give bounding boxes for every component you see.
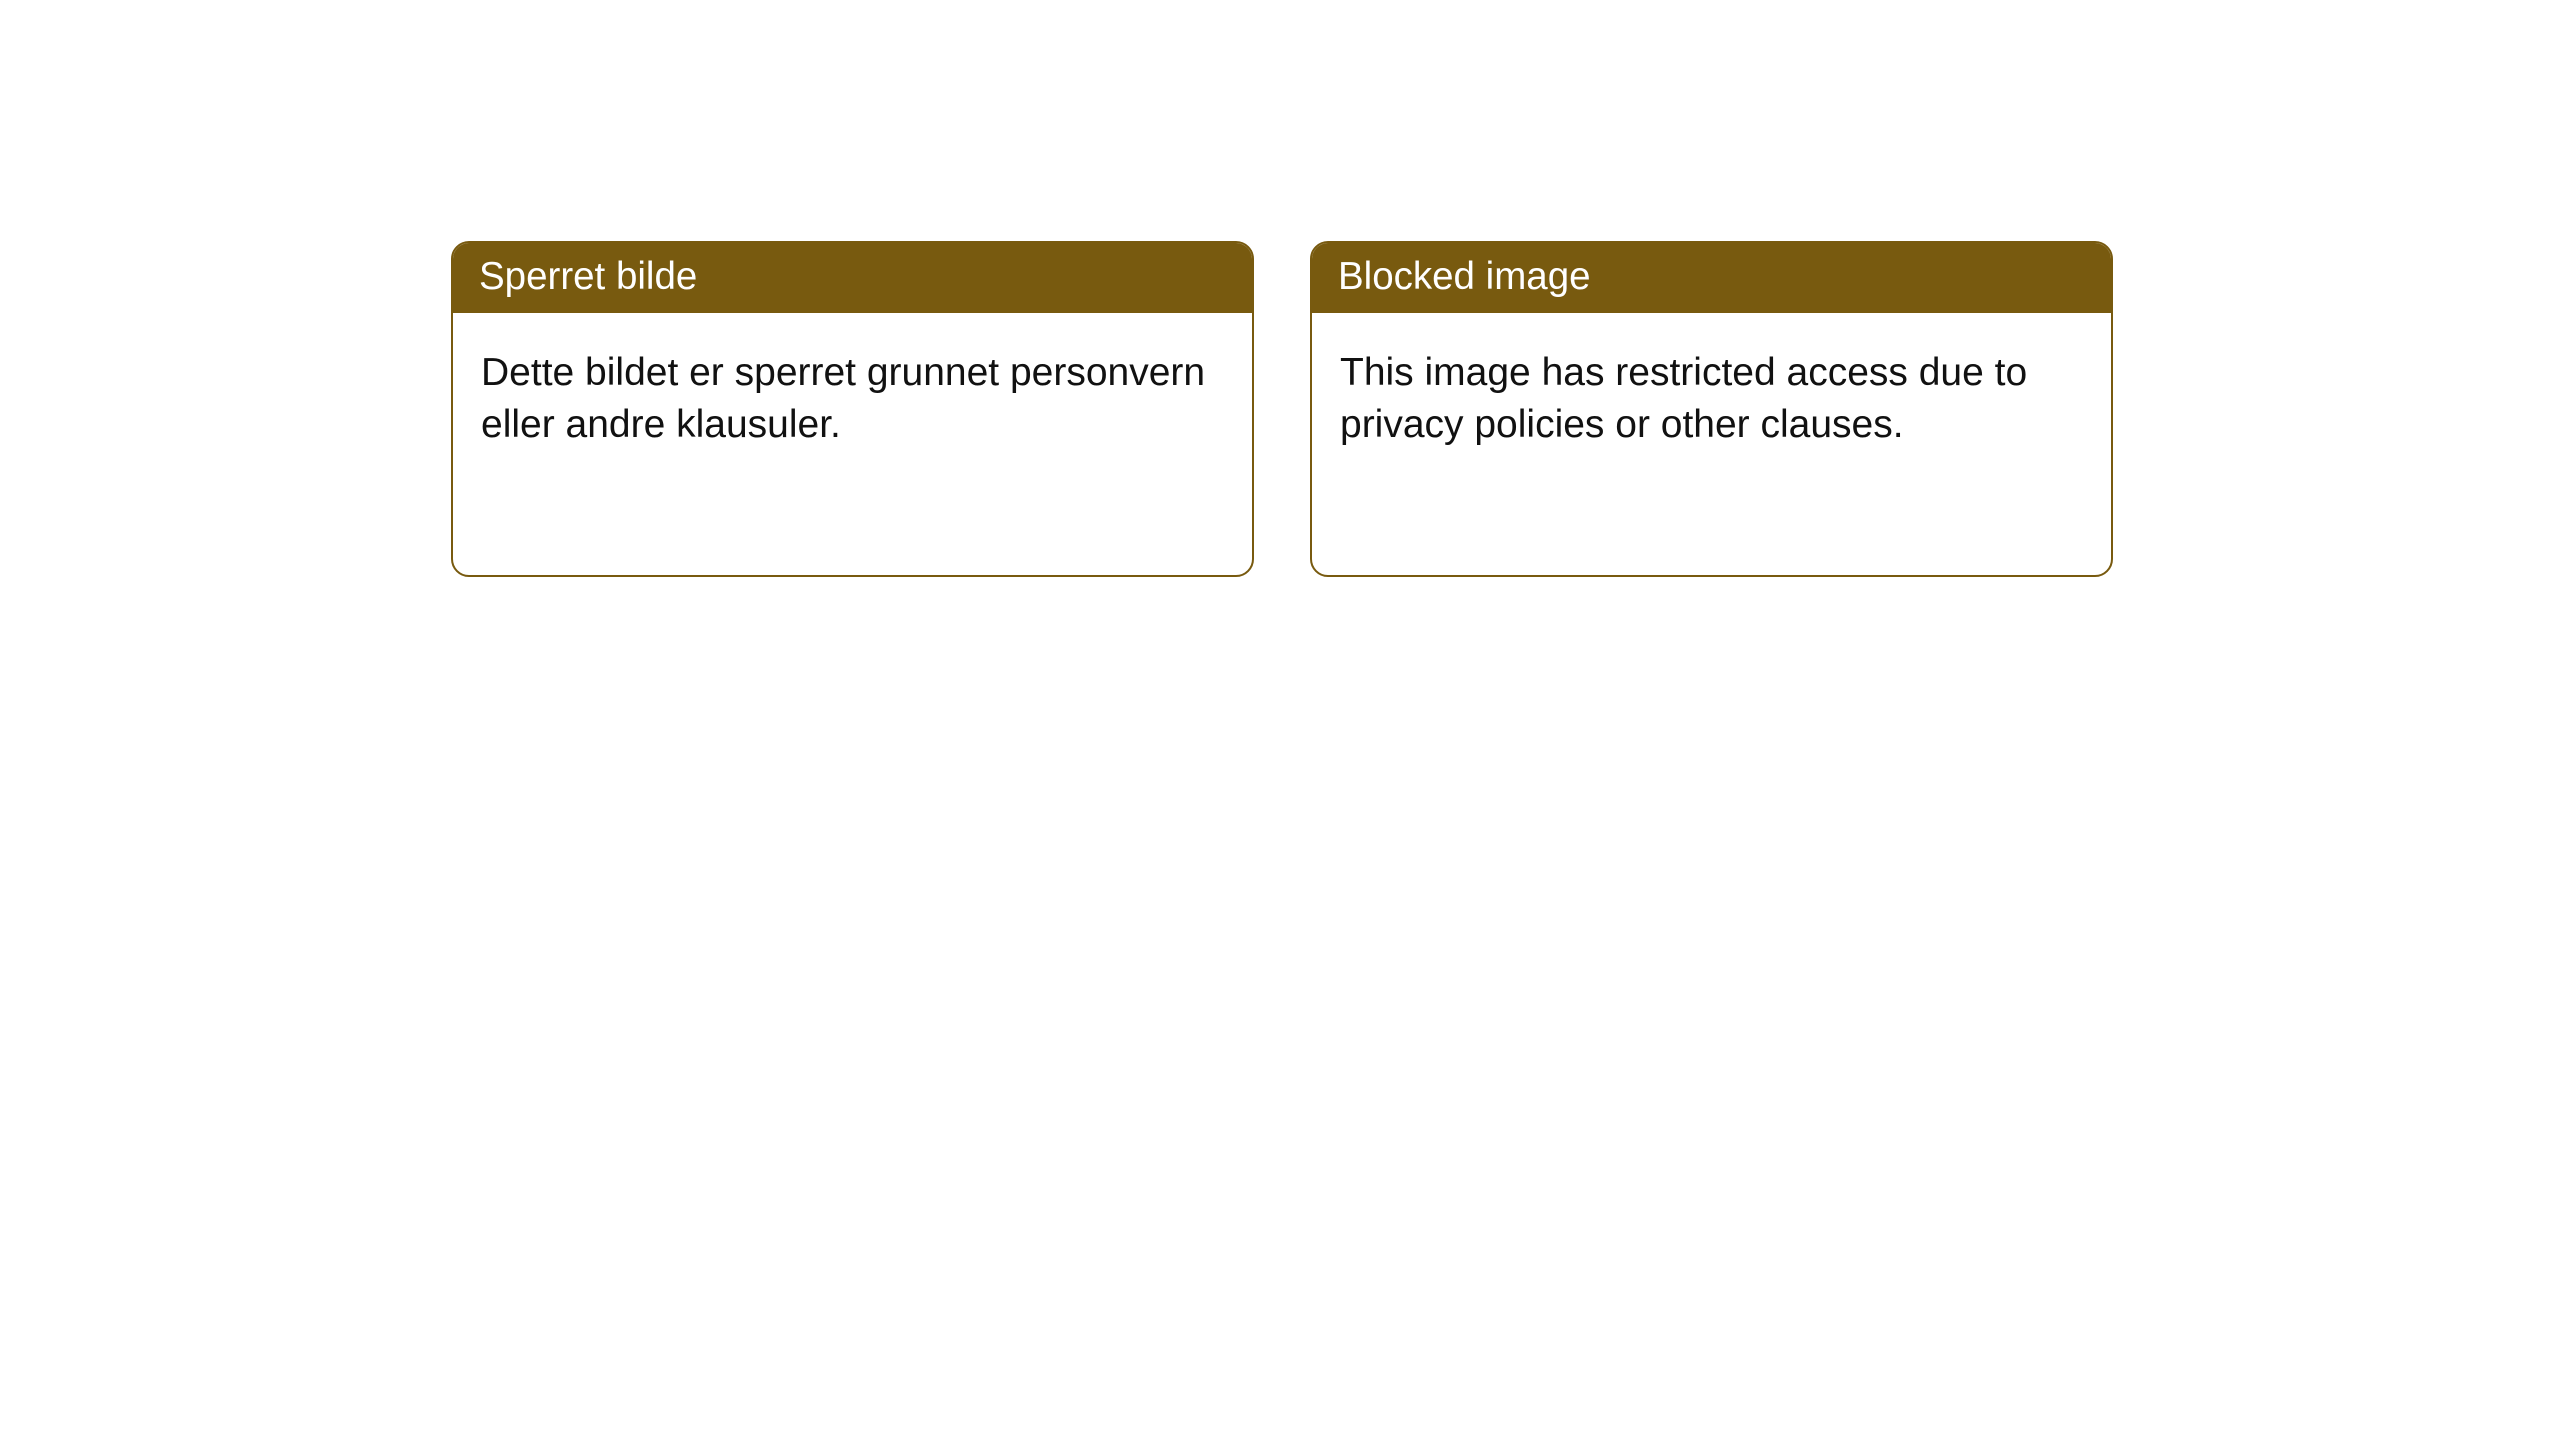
notice-title-norwegian: Sperret bilde bbox=[453, 243, 1252, 313]
notice-title-english: Blocked image bbox=[1312, 243, 2111, 313]
notice-container: Sperret bilde Dette bildet er sperret gr… bbox=[0, 0, 2560, 577]
notice-body-norwegian: Dette bildet er sperret grunnet personve… bbox=[453, 313, 1252, 480]
notice-card-english: Blocked image This image has restricted … bbox=[1310, 241, 2113, 577]
notice-body-english: This image has restricted access due to … bbox=[1312, 313, 2111, 480]
notice-card-norwegian: Sperret bilde Dette bildet er sperret gr… bbox=[451, 241, 1254, 577]
